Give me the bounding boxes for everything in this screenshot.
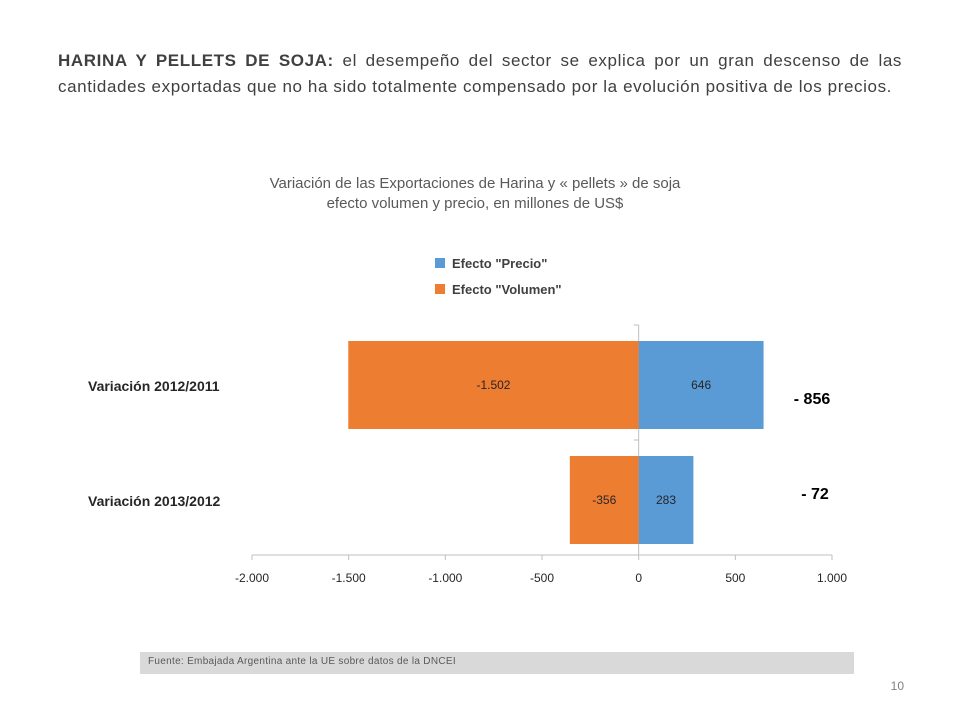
legend-swatch-2 <box>435 284 445 294</box>
x-tick-label-5: 0 <box>635 571 642 585</box>
legend-swatch-1 <box>435 258 445 268</box>
category-label-2: Variación 2013/2012 <box>88 493 221 509</box>
intro-paragraph: HARINA Y PELLETS DE SOJA: el desempeño d… <box>58 48 902 100</box>
x-tick-label-1: -2.000 <box>235 571 269 585</box>
source-footer: Fuente: Embajada Argentina ante la UE so… <box>140 652 854 674</box>
x-tick-label-7: 1.000 <box>817 571 847 585</box>
data-label-volumen-2: -356 <box>592 493 616 507</box>
bar-chart: Efecto "Precio" Efecto "Volumen" -2.000 -1.… <box>88 256 847 585</box>
page-number: 10 <box>890 679 904 693</box>
intro-text: el desempeño del sector se explica por u… <box>58 51 902 96</box>
bar-precio-1 <box>638 341 764 429</box>
bar-volumen-2 <box>569 456 639 544</box>
x-tick-label-3: -1.000 <box>428 571 462 585</box>
bar-precio-2 <box>638 456 694 544</box>
x-tick-label-6: 500 <box>725 571 745 585</box>
net-label-2: - 72 <box>801 486 829 503</box>
intro-lead: HARINA Y PELLETS DE SOJA: <box>58 51 334 70</box>
x-tick-label-2: -1.500 <box>332 571 366 585</box>
data-label-precio-2: 283 <box>656 493 676 507</box>
data-label-precio-1: 646 <box>691 378 711 392</box>
legend-label-2: Efecto "Volumen" <box>452 282 562 297</box>
legend-label-1: Efecto "Precio" <box>452 256 547 271</box>
data-label-volumen-1: -1.502 <box>476 378 510 392</box>
chart-title-line-2: efecto volumen y precio, en millones de … <box>326 195 624 212</box>
bar-volumen-1 <box>348 341 639 429</box>
x-tick-label-4: -500 <box>530 571 554 585</box>
source-text: Fuente: Embajada Argentina ante la UE so… <box>148 656 456 667</box>
chart-title: Variación de las Exportaciones de Harina… <box>180 174 770 214</box>
chart-title-line-1: Variación de las Exportaciones de Harina… <box>269 175 681 192</box>
net-label-1: - 856 <box>794 391 831 408</box>
category-label-1: Variación 2012/2011 <box>88 378 220 394</box>
